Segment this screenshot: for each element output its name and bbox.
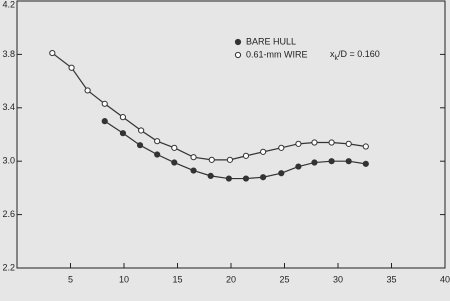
data-point bbox=[138, 127, 145, 134]
data-point bbox=[311, 139, 318, 146]
legend-marker bbox=[234, 38, 242, 46]
x-tick-label: 20 bbox=[226, 274, 236, 284]
y-tick-label: 3.4 bbox=[2, 102, 15, 112]
x-tick-label: 40 bbox=[440, 274, 450, 284]
data-point bbox=[226, 156, 234, 163]
plot-frame bbox=[16, 0, 446, 269]
x-tick-label: 10 bbox=[119, 274, 129, 284]
y-tick-label: 3.8 bbox=[2, 49, 15, 59]
data-point bbox=[136, 142, 144, 149]
series-line bbox=[104, 120, 366, 180]
data-point bbox=[362, 160, 369, 167]
data-point bbox=[295, 140, 302, 147]
x-tick-label: 30 bbox=[333, 274, 343, 284]
data-point bbox=[154, 138, 161, 145]
x-tick-label: 15 bbox=[172, 274, 182, 284]
legend-label: BARE HULL bbox=[246, 36, 296, 46]
data-point bbox=[208, 156, 215, 163]
data-point bbox=[225, 175, 232, 182]
data-point bbox=[260, 148, 267, 155]
data-point bbox=[190, 154, 197, 161]
annotation-part: x bbox=[330, 49, 335, 59]
data-point bbox=[328, 158, 335, 165]
data-point bbox=[154, 151, 161, 158]
data-point bbox=[242, 175, 250, 182]
legend-label: 0.61-mm WIRE bbox=[246, 49, 308, 59]
data-point bbox=[84, 87, 91, 94]
data-point bbox=[242, 152, 250, 159]
y-tick-label: 2.6 bbox=[2, 209, 15, 219]
data-point bbox=[101, 118, 108, 125]
annotation-part: k bbox=[335, 55, 339, 62]
x-tick-label: 35 bbox=[386, 274, 396, 284]
annotation-part: /D = 0.160 bbox=[338, 49, 380, 59]
data-point bbox=[68, 64, 75, 71]
data-point bbox=[328, 139, 335, 146]
data-point bbox=[49, 49, 56, 57]
data-point bbox=[171, 144, 178, 151]
y-tick-label: 2.2 bbox=[2, 262, 15, 272]
data-point bbox=[119, 114, 127, 121]
data-point bbox=[345, 140, 352, 147]
data-point bbox=[295, 163, 302, 170]
data-point bbox=[345, 158, 352, 165]
x-tick-label: 5 bbox=[68, 274, 73, 284]
legend-marker bbox=[234, 51, 242, 59]
data-point bbox=[278, 144, 285, 151]
data-point bbox=[362, 143, 369, 150]
data-point bbox=[260, 174, 267, 181]
annotation: xk/D = 0.160 bbox=[330, 49, 380, 61]
x-tick-label: 25 bbox=[279, 274, 289, 284]
data-point bbox=[119, 130, 127, 137]
data-point bbox=[171, 159, 178, 166]
data-point bbox=[190, 167, 197, 174]
data-point bbox=[311, 159, 318, 166]
y-tick-label: 4.2 bbox=[2, 0, 15, 9]
series-line bbox=[51, 52, 366, 161]
data-point bbox=[101, 100, 108, 107]
data-point bbox=[278, 170, 285, 177]
data-point bbox=[207, 172, 214, 179]
y-tick-label: 3.0 bbox=[2, 156, 15, 166]
